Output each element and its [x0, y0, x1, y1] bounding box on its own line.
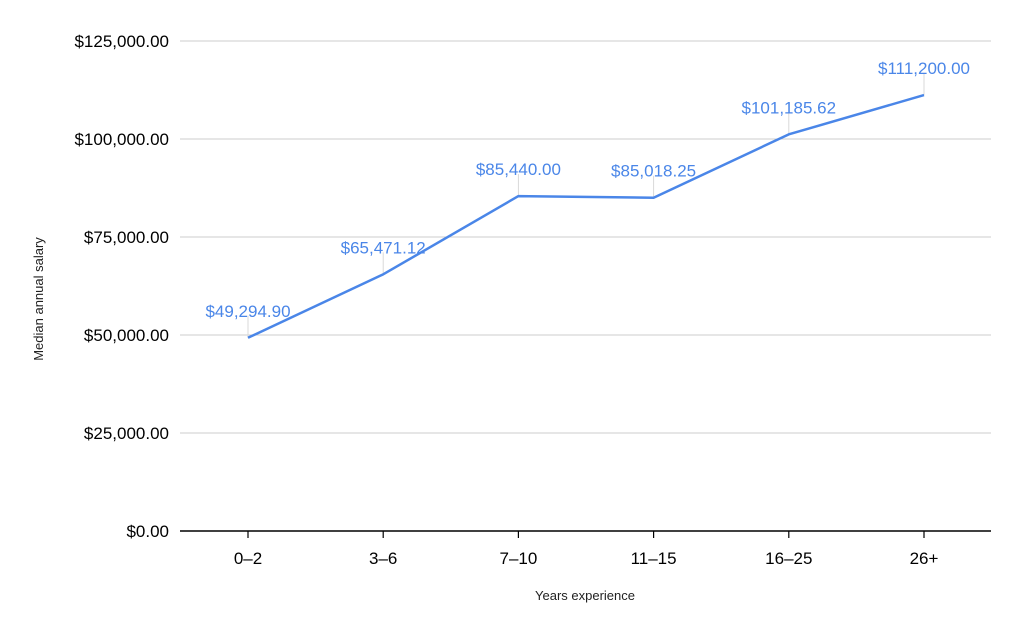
data-label: $111,200.00 — [878, 59, 970, 78]
series-line-group — [247, 93, 925, 339]
x-axis: 0–2 3–6 7–10 11–15 16–25 26+ — [180, 530, 991, 568]
data-label-leaders — [247, 73, 925, 338]
x-tick-label: 7–10 — [499, 549, 537, 568]
data-label: $85,018.25 — [611, 162, 696, 181]
data-label: $49,294.90 — [205, 302, 290, 321]
y-tick-label: $25,000.00 — [84, 424, 169, 443]
y-axis-title: Median annual salary — [31, 237, 46, 361]
data-label: $85,440.00 — [476, 160, 561, 179]
series-line — [247, 93, 925, 339]
x-tick-label: 26+ — [910, 549, 939, 568]
data-label: $65,471.12 — [341, 238, 426, 257]
y-tick-label: $100,000.00 — [74, 130, 169, 149]
y-tick-label: $125,000.00 — [74, 32, 169, 51]
data-labels: $49,294.90 $65,471.12 $85,440.00 $85,018.25… — [205, 59, 970, 321]
gridlines — [180, 40, 991, 434]
x-axis-title: Years experience — [535, 588, 635, 603]
x-tick-label: 0–2 — [234, 549, 262, 568]
y-tick-label: $50,000.00 — [84, 326, 169, 345]
x-tick-label: 16–25 — [765, 549, 812, 568]
y-axis-tick-labels: $0.00 $25,000.00 $50,000.00 $75,000.00 $100,… — [74, 32, 169, 541]
data-label: $101,185.62 — [742, 98, 837, 117]
y-tick-label: $0.00 — [126, 522, 169, 541]
y-tick-label: $75,000.00 — [84, 228, 169, 247]
x-tick-label: 3–6 — [369, 549, 397, 568]
x-tick-label: 11–15 — [631, 549, 677, 568]
